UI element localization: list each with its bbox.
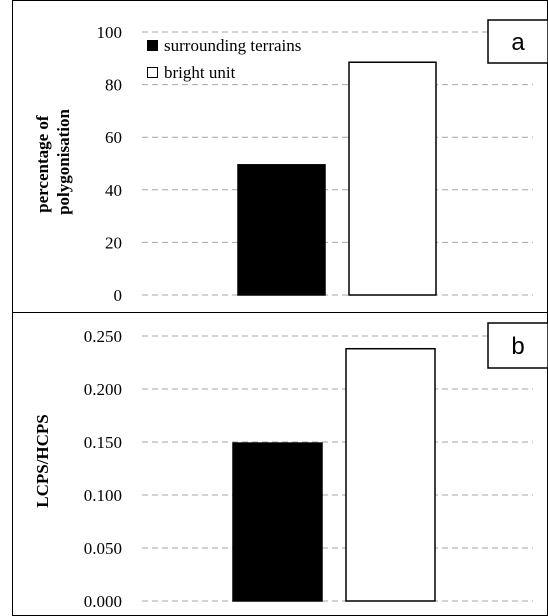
legend-label-bright-unit: bright unit (164, 63, 236, 82)
y-axis-label-b: LCPS/HCPS (33, 414, 52, 508)
legend-swatch-bright-unit (147, 67, 158, 78)
panel-letter-a: a (511, 29, 525, 56)
y-tick-label: 0.200 (84, 380, 122, 399)
y-tick-label: 0.050 (84, 539, 122, 558)
panel-letter-box-a (487, 19, 548, 64)
y-tick-label: 0.100 (84, 486, 122, 505)
y-tick-label: 0.000 (84, 592, 122, 611)
bar-bright-unit (348, 61, 437, 296)
y-tick-label: 60 (105, 128, 122, 147)
y-tick-label: 0.150 (84, 433, 122, 452)
legend-swatch-surrounding-terrains (147, 40, 158, 51)
bar-surrounding-terrains (237, 164, 326, 296)
y-tick-label: 0.250 (84, 327, 122, 346)
y-tick-label: 40 (105, 181, 122, 200)
y-tick-label: 100 (97, 23, 123, 42)
y-tick-label: 0 (114, 286, 123, 305)
panel-b-plot: 0.000 0.050 0.100 0.150 0.200 0.250 LCPS/HCPS… (33, 322, 548, 611)
panel-a-plot: 0 20 40 60 80 100 percentage of polygonisatio… (33, 19, 548, 305)
panel-letter-b: b (511, 333, 524, 360)
y-tick-label: 80 (105, 76, 122, 95)
bar-bright-unit (345, 347, 436, 602)
y-tick-label: 20 (105, 233, 122, 252)
panel-letter-box-b (487, 322, 548, 369)
y-axis-label-a: percentage of polygonisation (33, 109, 73, 215)
legend-label-surrounding-terrains: surrounding terrains (164, 36, 301, 55)
bar-surrounding-terrains (232, 442, 323, 602)
